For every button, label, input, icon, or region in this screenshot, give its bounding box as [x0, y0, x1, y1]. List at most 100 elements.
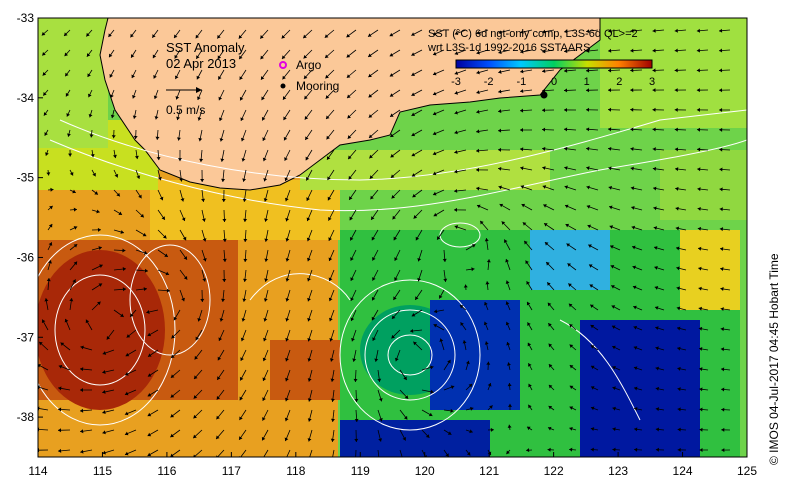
velocity-arrowhead — [413, 215, 418, 219]
velocity-arrowhead — [202, 278, 207, 282]
velocity-arrowhead — [430, 365, 434, 370]
velocity-arrowhead — [114, 173, 119, 178]
velocity-arrowhead — [655, 326, 659, 331]
velocity-arrowhead — [285, 258, 290, 262]
velocity-arrowhead — [349, 216, 354, 221]
velocity-arrowhead — [200, 178, 205, 182]
velocity-arrowhead — [476, 109, 480, 114]
velocity-arrowhead — [410, 328, 414, 333]
velocity-arrowhead — [285, 217, 290, 222]
velocity-arrowhead — [112, 154, 117, 159]
velocity-arrowhead — [698, 246, 702, 251]
velocity-arrowhead — [183, 275, 188, 280]
velocity-arrowhead — [442, 258, 447, 262]
velocity-arrowhead — [80, 345, 84, 350]
velocity-arrowhead — [216, 415, 220, 420]
velocity-arrowhead — [262, 137, 266, 141]
velocity-arrowhead — [608, 88, 612, 93]
velocity-arrowhead — [569, 344, 574, 348]
velocity-arrowhead — [193, 454, 197, 457]
velocity-arrowhead — [350, 297, 355, 301]
velocity-arrowhead — [697, 226, 702, 231]
velocity-arrowhead — [655, 427, 660, 432]
velocity-arrowhead — [608, 166, 612, 171]
velocity-arrowhead — [393, 296, 397, 301]
velocity-arrowhead — [612, 345, 616, 350]
velocity-arrowhead — [110, 114, 115, 119]
velocity-arrowhead — [241, 158, 246, 162]
colorbar-tick-label: 2 — [616, 76, 622, 88]
velocity-arrowhead — [390, 113, 394, 117]
velocity-arrowhead — [590, 325, 595, 329]
velocity-arrowhead — [608, 29, 612, 34]
velocity-arrowhead — [378, 417, 383, 422]
velocity-arrowhead — [219, 138, 224, 142]
velocity-arrowhead — [219, 318, 224, 322]
x-tick-label: 120 — [415, 464, 435, 478]
velocity-arrowhead — [242, 298, 247, 302]
velocity-arrowhead — [586, 107, 590, 112]
velocity-arrowhead — [411, 132, 416, 137]
velocity-arrowhead — [201, 198, 206, 202]
velocity-arrowhead — [283, 116, 287, 121]
velocity-arrowhead — [371, 236, 376, 241]
velocity-arrowhead — [586, 68, 590, 73]
velocity-arrowhead — [389, 32, 394, 37]
velocity-arrowhead — [520, 108, 524, 113]
velocity-arrowhead — [655, 346, 659, 351]
map-title: SST Anomaly — [166, 40, 245, 55]
velocity-arrowhead — [439, 338, 444, 342]
velocity-arrowhead — [520, 49, 524, 54]
velocity-arrowhead — [326, 135, 330, 140]
velocity-arrowhead — [124, 451, 129, 456]
velocity-arrowhead — [586, 185, 590, 190]
velocity-arrowhead — [454, 90, 459, 95]
velocity-arrowhead — [307, 458, 311, 461]
velocity-arrowhead — [655, 447, 659, 452]
velocity-arrowhead — [498, 89, 502, 94]
velocity-arrowhead — [243, 278, 247, 282]
velocity-arrowhead — [454, 225, 459, 229]
velocity-arrowhead — [199, 158, 204, 162]
velocity-arrowhead — [284, 197, 289, 202]
velocity-arrowhead — [696, 127, 701, 132]
velocity-arrowhead — [699, 407, 703, 412]
velocity-arrowhead — [90, 153, 95, 158]
velocity-arrowhead — [330, 378, 335, 382]
y-tick-label: -34 — [17, 91, 35, 105]
velocity-arrowhead — [328, 237, 332, 241]
velocity-arrowhead — [170, 374, 175, 378]
velocity-arrowhead — [73, 226, 78, 230]
velocity-arrowhead — [120, 230, 124, 234]
velocity-arrowhead — [124, 411, 129, 416]
velocity-arrowhead — [347, 94, 351, 99]
velocity-arrowhead — [307, 398, 312, 402]
velocity-arrowhead — [655, 366, 660, 371]
velocity-arrowhead — [528, 363, 532, 367]
velocity-arrowhead — [652, 88, 656, 93]
velocity-arrowhead — [586, 204, 591, 209]
velocity-arrowhead — [719, 187, 723, 192]
velocity-scale-label: 0.5 m/s — [166, 103, 205, 117]
velocity-arrowhead — [143, 287, 147, 292]
velocity-arrowhead — [633, 366, 638, 371]
velocity-arrowhead — [349, 196, 353, 200]
velocity-arrowhead — [526, 301, 531, 306]
velocity-arrowhead — [285, 238, 290, 242]
velocity-arrowhead — [612, 447, 616, 452]
velocity-arrowhead — [677, 407, 681, 412]
velocity-arrowhead — [65, 72, 69, 77]
velocity-arrowhead — [349, 236, 354, 241]
velocity-arrowhead — [630, 147, 634, 151]
velocity-arrowhead — [154, 116, 159, 120]
velocity-arrowhead — [454, 71, 459, 75]
velocity-arrowhead — [506, 450, 510, 455]
velocity-arrowhead — [633, 325, 638, 330]
velocity-arrowhead — [526, 448, 530, 453]
y-tick-label: -38 — [17, 410, 35, 424]
y-tick-label: -37 — [17, 330, 35, 344]
velocity-arrowhead — [699, 367, 703, 372]
velocity-arrowhead — [652, 147, 656, 152]
velocity-arrowhead — [505, 301, 510, 306]
velocity-arrowhead — [307, 317, 312, 322]
